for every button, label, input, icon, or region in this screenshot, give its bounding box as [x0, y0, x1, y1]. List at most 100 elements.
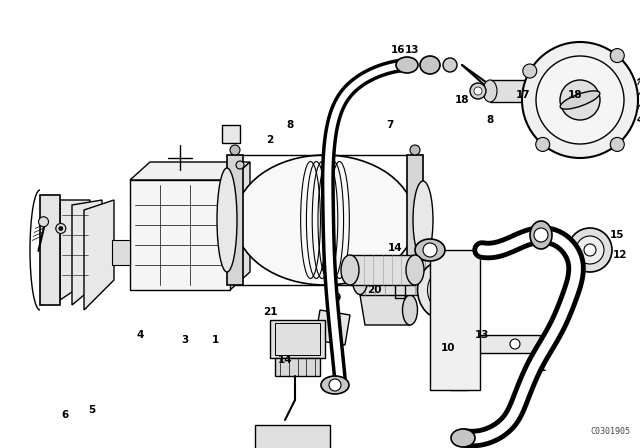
Circle shape — [584, 244, 596, 256]
Circle shape — [568, 87, 576, 95]
Text: 19: 19 — [328, 293, 342, 303]
Bar — [360, 260, 440, 295]
Circle shape — [59, 227, 63, 230]
Circle shape — [410, 145, 420, 155]
Text: 4: 4 — [136, 330, 144, 340]
Ellipse shape — [443, 58, 457, 72]
Circle shape — [441, 316, 449, 324]
Text: 20: 20 — [367, 285, 381, 295]
Bar — [450, 335, 540, 353]
Polygon shape — [360, 295, 410, 325]
Circle shape — [510, 339, 520, 349]
Text: 14: 14 — [278, 355, 292, 365]
Bar — [275, 323, 320, 355]
Circle shape — [534, 228, 548, 242]
Polygon shape — [130, 162, 250, 180]
Bar — [285, 208, 293, 213]
Ellipse shape — [483, 80, 497, 102]
Ellipse shape — [530, 221, 552, 249]
Bar — [222, 125, 240, 143]
Text: 11: 11 — [532, 363, 547, 373]
Polygon shape — [315, 310, 350, 345]
Bar — [112, 240, 130, 265]
Bar — [407, 155, 423, 285]
Ellipse shape — [341, 255, 359, 285]
Text: 16: 16 — [391, 45, 405, 55]
Circle shape — [423, 243, 437, 257]
Text: 7: 7 — [387, 120, 394, 130]
Circle shape — [536, 138, 550, 151]
Circle shape — [560, 80, 600, 120]
Text: 10: 10 — [441, 343, 455, 353]
Bar — [395, 257, 405, 298]
Circle shape — [611, 138, 624, 151]
Bar — [430, 250, 480, 390]
Circle shape — [522, 42, 638, 158]
Ellipse shape — [321, 376, 349, 394]
Bar — [285, 218, 293, 223]
Bar — [250, 200, 285, 245]
Circle shape — [536, 56, 624, 144]
Circle shape — [230, 145, 240, 155]
Ellipse shape — [413, 181, 433, 259]
Circle shape — [564, 83, 580, 99]
Text: 3: 3 — [181, 335, 189, 345]
Bar — [285, 238, 293, 243]
Text: 6: 6 — [61, 410, 68, 420]
Text: 21: 21 — [263, 307, 277, 317]
Text: 9: 9 — [337, 375, 344, 385]
Circle shape — [576, 236, 604, 264]
Ellipse shape — [403, 295, 417, 325]
Circle shape — [474, 87, 482, 95]
Bar — [270, 320, 325, 358]
Text: 18: 18 — [568, 90, 582, 100]
Ellipse shape — [451, 429, 475, 447]
Ellipse shape — [415, 239, 445, 261]
Circle shape — [329, 379, 341, 391]
Ellipse shape — [553, 80, 567, 102]
Text: C0301905: C0301905 — [590, 427, 630, 436]
Text: 12: 12 — [612, 250, 627, 260]
Text: 8: 8 — [486, 115, 493, 125]
Ellipse shape — [560, 91, 600, 109]
Ellipse shape — [235, 155, 415, 285]
Circle shape — [611, 48, 624, 63]
Text: 8: 8 — [286, 120, 294, 130]
Ellipse shape — [406, 255, 424, 285]
Circle shape — [470, 83, 486, 99]
Text: 13: 13 — [404, 45, 419, 55]
Circle shape — [56, 224, 66, 233]
Ellipse shape — [417, 260, 472, 320]
Circle shape — [236, 161, 244, 169]
Circle shape — [577, 83, 593, 99]
Bar — [227, 155, 243, 285]
Text: 15: 15 — [610, 230, 624, 240]
Bar — [450, 335, 468, 390]
Bar — [275, 358, 320, 376]
Bar — [350, 255, 415, 285]
Text: 1: 1 — [211, 335, 219, 345]
Polygon shape — [230, 162, 250, 290]
Ellipse shape — [396, 57, 418, 73]
Ellipse shape — [217, 168, 237, 272]
Ellipse shape — [428, 269, 463, 311]
Bar — [285, 228, 293, 233]
Ellipse shape — [420, 56, 440, 74]
Circle shape — [571, 77, 599, 105]
Polygon shape — [84, 200, 114, 310]
Ellipse shape — [352, 259, 368, 294]
Polygon shape — [60, 200, 90, 300]
Text: 5: 5 — [88, 405, 95, 415]
Bar — [130, 180, 230, 290]
Text: 13: 13 — [475, 330, 489, 340]
Polygon shape — [72, 200, 102, 305]
Bar — [255, 425, 330, 448]
Ellipse shape — [430, 261, 450, 293]
Circle shape — [38, 217, 49, 227]
Polygon shape — [40, 195, 60, 305]
Bar — [490, 80, 560, 102]
Circle shape — [523, 64, 537, 78]
Text: 2: 2 — [266, 135, 274, 145]
Text: 17: 17 — [516, 90, 531, 100]
Text: 18: 18 — [455, 95, 469, 105]
